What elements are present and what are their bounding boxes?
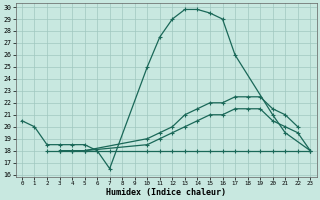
X-axis label: Humidex (Indice chaleur): Humidex (Indice chaleur) — [106, 188, 226, 197]
